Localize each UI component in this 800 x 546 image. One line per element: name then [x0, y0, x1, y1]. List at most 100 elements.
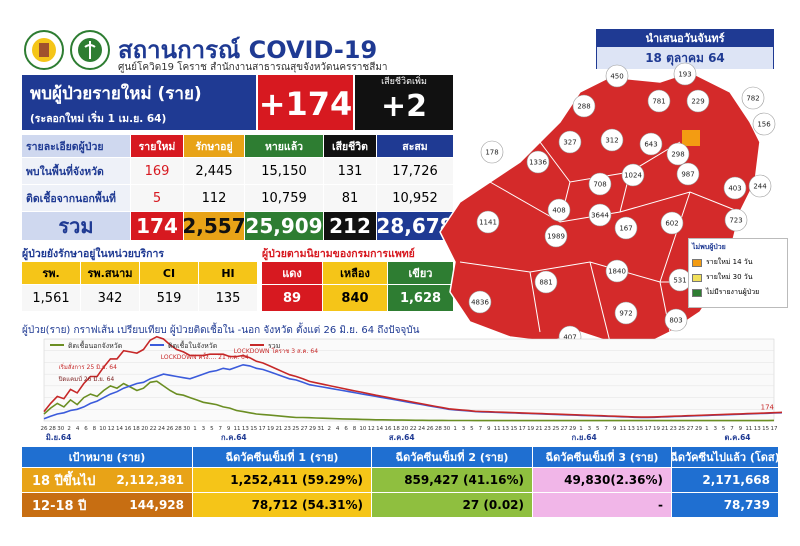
x-tick-label: 5: [210, 426, 214, 432]
x-tick-label: 23: [670, 426, 677, 432]
x-tick-label: 27: [561, 426, 568, 432]
chart-annotation: ปิดแคมป์ 26 มิ.ย. 64: [58, 375, 115, 383]
map-label: 782: [746, 95, 759, 103]
x-tick-label: 21: [661, 426, 668, 432]
map-label: 244: [753, 183, 767, 191]
x-tick-label: 11: [745, 426, 752, 432]
legend-swatch: [692, 288, 702, 297]
map-label: 881: [539, 279, 552, 287]
x-tick-label: 1: [193, 426, 197, 432]
map-label: 602: [665, 220, 678, 228]
x-tick-label: 19: [527, 426, 534, 432]
details-row-cumulative: 10,952: [377, 185, 453, 211]
severity-value-green: 1,628: [388, 285, 453, 311]
report-label: นำเสนอวันจันทร์: [597, 30, 773, 47]
x-tick-label: 14: [376, 426, 383, 432]
map-label: 327: [563, 139, 576, 147]
map-label-bubble: [748, 174, 772, 198]
details-total-deaths: 212: [324, 212, 376, 240]
page-subtitle: ศูนย์โควิด19 โคราช สำนักงานสาธารณสุขจังห…: [118, 62, 388, 73]
severity-header-yellow: เหลือง: [323, 262, 387, 284]
x-tick-label: 12: [368, 426, 375, 432]
map-label-bubble: [600, 128, 624, 152]
x-tick-label: 26: [166, 426, 173, 432]
x-tick-label: 8: [93, 426, 97, 432]
map-label: 987: [681, 171, 694, 179]
map-label-bubble: [752, 112, 776, 136]
x-tick-label: 29: [569, 426, 576, 432]
x-tick-label: 15: [762, 426, 769, 432]
legend-entry: รวม: [268, 342, 280, 350]
map-label: 972: [619, 310, 632, 318]
severity-header-red: แดง: [262, 262, 322, 284]
x-tick-label: 13: [502, 426, 509, 432]
x-tick-label: 27: [301, 426, 308, 432]
map-legend: ไม่พบผู้ป่วย รายใหม่ 14 วัน รายใหม่ 30 ว…: [688, 238, 788, 308]
details-total-treating: 2,557: [184, 212, 244, 240]
x-tick-label: 18: [133, 426, 140, 432]
x-tick-label: 6: [84, 426, 88, 432]
new-deaths-box: เสียชีวิตเพิ่ม +2: [355, 75, 453, 130]
x-tick-label: 2: [328, 426, 332, 432]
x-tick-label: 19: [267, 426, 274, 432]
chart-plot-area: [43, 338, 775, 422]
details-row-treating: 2,445: [184, 158, 244, 184]
x-tick-label: 26: [41, 426, 48, 432]
x-tick-label: 11: [233, 426, 240, 432]
facility-title: ผู้ป่วยยังรักษาอยู่ในหน่วยบริการ: [22, 248, 165, 260]
x-tick-label: 21: [275, 426, 282, 432]
chart-annotation: เริ่มสั่งการ 25 มิ.ย. 64: [59, 363, 118, 371]
moph-icon: [78, 38, 102, 62]
details-row-deaths: 81: [324, 185, 376, 211]
x-tick-label: 24: [158, 426, 165, 432]
map-label-bubble: [741, 86, 765, 110]
map-label: 3644: [591, 212, 609, 220]
x-tick-label: 29: [309, 426, 316, 432]
x-tick-label: 13: [628, 426, 635, 432]
x-tick-label: 12: [108, 426, 115, 432]
new-cases-sublabel: (ระลอกใหม่ เริ่ม 1 เม.ย. 64): [30, 113, 167, 125]
vaccine-target: 144,928: [108, 493, 192, 517]
month-label: ต.ค.64: [724, 433, 750, 442]
cases-line-chart: ติดเชื้อนอกจังหวัด ติดเชื้อในจังหวัด รวม26…: [41, 335, 782, 442]
details-row-label: พบในพื้นที่จังหวัด: [22, 158, 130, 184]
legend-swatch: [692, 258, 702, 267]
x-tick-label: 29: [695, 426, 702, 432]
month-label: ส.ค.64: [389, 433, 415, 442]
x-tick-label: 7: [479, 426, 483, 432]
details-row-deaths: 131: [324, 158, 376, 184]
map-label: 781: [652, 98, 665, 106]
map-label-bubble: [686, 89, 710, 113]
map-label: 178: [485, 149, 498, 157]
x-tick-label: 22: [150, 426, 157, 432]
map-label: 643: [644, 141, 657, 149]
vaccine-header-dose3: ฉีดวัคซีนเข็มที่ 3 (ราย): [533, 447, 671, 467]
map-label: 403: [728, 185, 741, 193]
map-label: 450: [610, 73, 623, 81]
vaccine-group: 18 ปีขึ้นไป: [22, 468, 108, 492]
x-tick-label: 7: [730, 426, 734, 432]
x-tick-label: 24: [418, 426, 425, 432]
x-tick-label: 13: [754, 426, 761, 432]
facility-value-hospital: 1,561: [22, 285, 80, 311]
x-tick-label: 6: [344, 426, 348, 432]
facility-header-ci: CI: [140, 262, 198, 284]
map-highlight-district: [682, 130, 700, 146]
x-tick-label: 25: [678, 426, 685, 432]
legend-swatch: [692, 273, 702, 282]
map-label-bubble: [605, 64, 629, 88]
x-tick-label: 3: [462, 426, 466, 432]
severity-value-red: 89: [262, 285, 322, 311]
x-tick-label: 4: [76, 426, 80, 432]
vaccine-dose3: -: [533, 493, 671, 517]
details-header-treating: รักษาอยู่: [184, 135, 244, 157]
x-tick-label: 7: [218, 426, 222, 432]
x-tick-label: 23: [544, 426, 551, 432]
map-label-bubble: [588, 203, 612, 227]
x-tick-label: 25: [552, 426, 559, 432]
x-tick-label: 5: [470, 426, 474, 432]
vaccine-dose2: 859,427 (41.16%): [372, 468, 532, 492]
map-label-bubble: [544, 224, 568, 248]
x-tick-label: 30: [443, 426, 450, 432]
map-label: 229: [691, 98, 704, 106]
